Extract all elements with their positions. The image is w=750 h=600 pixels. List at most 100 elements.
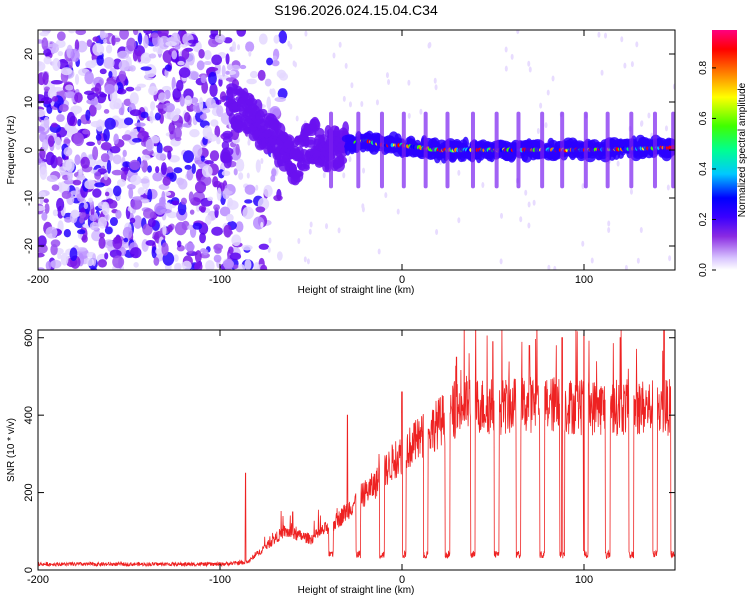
noise-blob	[182, 33, 194, 46]
noise-blob	[132, 30, 139, 36]
noise-blob	[184, 242, 195, 251]
noise-blob	[239, 64, 247, 70]
noise-blob	[74, 39, 80, 52]
noise-blob	[242, 206, 254, 220]
noise-speck	[532, 199, 536, 206]
noise-blob	[70, 48, 80, 62]
noise-blob	[170, 111, 180, 122]
noise-speck	[348, 101, 352, 108]
noise-speck	[419, 108, 423, 115]
noise-blob	[187, 224, 195, 231]
snr-plot-area	[38, 330, 675, 570]
noise-blob	[145, 138, 155, 152]
noise-blob	[97, 259, 107, 268]
noise-blob	[47, 43, 59, 48]
noise-blob	[100, 141, 112, 151]
noise-blob	[152, 46, 157, 52]
noise-speck	[407, 112, 411, 119]
noise-blob	[216, 187, 222, 201]
noise-blob	[128, 187, 134, 199]
noise-blob	[117, 88, 127, 95]
noise-blob	[263, 184, 273, 198]
noise-blob	[132, 49, 138, 62]
snr-x-tick-label: -200	[27, 574, 49, 586]
noise-blob	[205, 97, 216, 109]
noise-blob	[168, 122, 176, 135]
noise-blob	[50, 259, 62, 269]
noise-blob	[46, 174, 58, 182]
noise-speck	[309, 221, 313, 228]
tone-blob	[310, 116, 320, 131]
noise-blob	[99, 30, 105, 40]
noise-blob	[103, 38, 108, 44]
noise-blob	[241, 244, 253, 251]
spectrogram-y-tick-label: 10	[23, 96, 35, 108]
noise-blob	[203, 49, 212, 60]
noise-blob	[245, 41, 255, 53]
noise-blob	[231, 234, 242, 247]
noise-blob	[151, 246, 157, 259]
noise-speck	[551, 75, 555, 82]
noise-speck	[297, 238, 301, 245]
noise-speck	[524, 189, 528, 196]
noise-blob	[141, 154, 151, 161]
colorbar-tick-label: 0.4	[698, 162, 709, 176]
noise-speck	[325, 223, 329, 230]
noise-speck	[630, 61, 634, 68]
noise-blob	[93, 76, 104, 87]
colorbar-tick-label: 0.6	[698, 111, 709, 125]
colorbar-tick-label: 0.2	[698, 212, 709, 226]
noise-blob	[91, 230, 102, 242]
noise-blob	[200, 74, 207, 84]
noise-blob	[173, 254, 179, 262]
noise-blob	[77, 118, 82, 127]
noise-blob	[63, 228, 71, 238]
noise-speck	[516, 30, 520, 35]
noise-speck	[500, 212, 504, 219]
noise-blob	[177, 201, 187, 216]
noise-blob	[129, 159, 141, 171]
noise-speck	[620, 36, 624, 43]
noise-blob	[83, 90, 95, 96]
noise-blob	[38, 252, 45, 258]
noise-blob	[133, 261, 139, 268]
noise-blob	[213, 204, 221, 211]
noise-blob	[207, 196, 214, 201]
noise-speck	[360, 101, 364, 108]
noise-blob	[111, 35, 116, 46]
noise-speck	[536, 127, 540, 134]
noise-blob	[60, 252, 69, 266]
spectrogram-y-label: Frequency (Hz)	[6, 116, 17, 185]
noise-blob	[181, 260, 192, 270]
noise-speck	[322, 172, 326, 179]
noise-blob	[95, 133, 102, 141]
noise-blob	[177, 178, 188, 190]
noise-blob	[133, 215, 143, 229]
noise-speck	[407, 79, 411, 86]
noise-blob	[163, 145, 173, 153]
noise-speck	[666, 184, 670, 191]
noise-blob	[119, 30, 130, 40]
noise-blob	[38, 108, 46, 118]
noise-blob	[158, 35, 170, 50]
noise-blob	[88, 104, 97, 117]
noise-blob	[221, 64, 226, 77]
noise-blob	[194, 181, 207, 194]
noise-blob	[205, 260, 215, 270]
noise-blob	[56, 114, 65, 123]
noise-blob	[104, 252, 109, 260]
noise-blob	[90, 267, 98, 270]
noise-blob	[214, 125, 221, 138]
colorbar: 0.0 0.2 0.4 0.6 0.8 Normalized spectral ampl…	[698, 30, 748, 277]
noise-speck	[672, 83, 675, 90]
noise-blob	[38, 235, 47, 248]
noise-blob	[173, 127, 182, 140]
noise-blob	[160, 208, 172, 214]
noise-speck	[457, 169, 461, 176]
noise-blob	[274, 96, 286, 103]
noise-blob	[76, 247, 87, 252]
noise-blob	[270, 174, 276, 182]
colorbar-label: Normalized spectral amplitude	[737, 82, 748, 217]
noise-speck	[636, 257, 640, 264]
spectral-spike	[494, 111, 499, 189]
